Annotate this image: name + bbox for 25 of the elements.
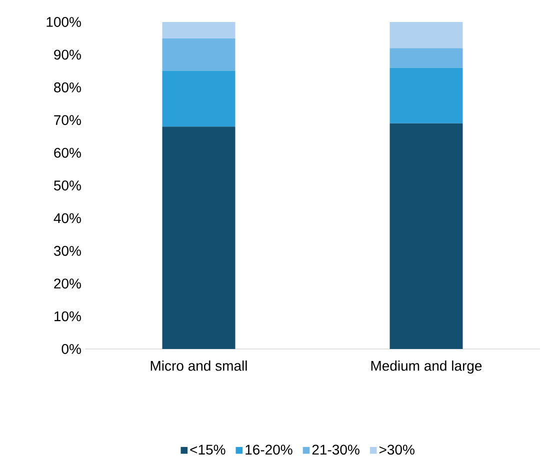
y-tick-label: 20%: [54, 278, 81, 289]
bar: [390, 22, 463, 48]
y-tick-label: 40%: [54, 213, 81, 224]
y-tick-label: 10%: [54, 311, 81, 322]
legend-label: <15%: [190, 444, 226, 455]
y-tick-label: 90%: [54, 50, 81, 60]
legend-label: 16-20%: [246, 444, 292, 455]
x-tick-label: Medium and large: [371, 360, 482, 374]
y-tick-label: 100%: [46, 17, 81, 27]
y-tick-label: 30%: [54, 246, 81, 256]
legend-label: >30%: [379, 444, 414, 455]
y-tick-label: 60%: [54, 148, 81, 158]
bar: [390, 48, 463, 68]
y-tick-label: 80%: [54, 82, 81, 92]
bar: [390, 68, 463, 124]
y-tick-label: 0%: [62, 344, 81, 354]
bar: [162, 22, 236, 38]
bar: [162, 126, 236, 349]
bar: [390, 123, 463, 349]
y-tick-label: 70%: [54, 115, 81, 126]
x-tick-label: Micro and small: [150, 360, 247, 371]
y-tick-label: 50%: [54, 180, 81, 190]
bar: [162, 71, 236, 127]
bar: [162, 38, 236, 72]
legend-label: 21-30%: [312, 444, 360, 455]
